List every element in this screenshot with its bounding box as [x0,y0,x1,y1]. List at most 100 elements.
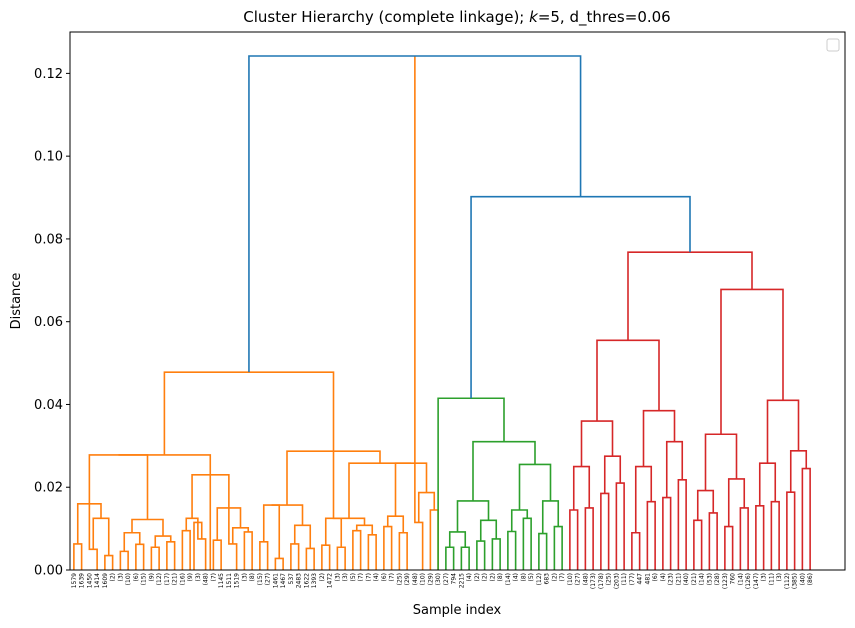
leaf-label: (48) [412,573,419,585]
leaf-label: (10) [125,573,132,585]
leaf-label: (178) [598,573,605,589]
leaf-label: (25) [606,573,613,585]
leaf-label: (12) [536,573,543,585]
leaf-label: (9) [187,573,194,582]
leaf-label: (14) [699,573,706,585]
y-axis-ticks: 0.00 0.02 0.04 0.06 0.08 0.10 0.12 [34,67,70,579]
y-tick-label: 0.00 [34,564,63,579]
leaf-label: (27) [575,573,582,585]
leaf-label: 1511 [226,573,233,588]
leaf-label: 1450 [86,573,93,588]
dendrogram-link [417,491,436,523]
leaf-label: (8) [520,573,527,582]
leaf-label: (2) [482,573,489,582]
leaf-label: 1519 [234,573,241,588]
leaf-label: (2) [474,573,481,582]
leaf-label: 1393 [311,573,318,588]
dendrogram-link [163,371,335,455]
leaf-label: (9) [148,573,155,582]
leaf-label: (48) [203,573,210,585]
dendrogram-link [73,543,83,570]
dendrogram-link [627,251,753,341]
leaf-label: 1472 [327,573,334,588]
dendrogram-link [123,531,141,552]
dendrogram-link [786,491,796,570]
leaf-label: (6) [652,573,659,582]
dendrogram-link [665,440,684,498]
dendrogram-link [76,502,102,544]
dendrogram-link [445,546,455,570]
leaf-label: (17) [164,573,171,585]
leaf-label: (53) [706,573,713,585]
dendrogram-link [456,500,490,532]
legend-box [826,38,840,52]
leaf-label: (385) [792,573,799,589]
dendrogram-link [383,525,393,570]
dendrogram-link [572,465,591,510]
leaf-label: 1609 [102,573,109,588]
dendrogram-link [510,509,529,532]
dendrogram-link [348,462,411,519]
dendrogram-link [181,529,191,570]
dendrogram-link [437,397,505,570]
chart-title-k: k [529,8,539,26]
leaf-label: (2) [551,573,558,582]
dendrogram-link [293,524,312,549]
leaf-label: 2215 [458,573,465,588]
dendrogram-link [274,557,284,570]
leaf-label: 1622 [303,573,310,588]
dendrogram-link [662,496,672,570]
dendrogram-link [708,512,718,570]
leaf-label: (11) [768,573,775,585]
dendrogram-link [131,518,164,537]
leaf-label: (21) [691,573,698,585]
dendrogram-link [631,531,641,570]
dendrogram-link [642,409,676,467]
dendrogram-link [324,517,343,548]
leaf-label: (28) [714,573,721,585]
dendrogram-link [197,522,207,570]
leaf-label: (7) [210,573,217,582]
dendrogram-link [394,462,428,517]
x-axis-label: Sample index [413,603,502,618]
dendrogram-link [646,500,656,570]
leaf-label: (10) [420,573,427,585]
dendrogram-link [766,399,800,464]
leaf-label: (25) [396,573,403,585]
leaf-label: 1639 [79,573,86,588]
plot-frame [69,31,846,571]
leaf-label: (7) [358,573,365,582]
leaf-label: 2483 [296,573,303,588]
y-tick-label: 0.06 [34,315,63,330]
leaf-label: (5) [528,573,535,582]
y-axis-label: Distance [9,273,24,330]
dendrogram-link [271,504,304,526]
leaf-label: (29) [427,573,434,585]
leaf-label: (29) [404,573,411,585]
leaf-label: (6) [133,573,140,582]
dendrogram-link [154,535,172,548]
dendrogram-link [634,465,653,533]
leaf-label: (86) [807,573,814,585]
dendrogram-link [88,454,149,520]
leaf-label: (7) [389,573,396,582]
dendrogram-link [448,531,467,548]
leaf-label: (2) [319,573,326,582]
dendrogram-link [696,489,715,521]
leaf-label: 683 [544,573,551,585]
dendrogram-link [248,55,582,373]
leaf-label: (3) [241,573,248,582]
dendrogram-link [758,462,777,506]
dendrogram-link [367,534,377,570]
dendrogram-link [541,500,560,534]
leaf-label: (14) [505,573,512,585]
leaf-label: (11) [621,573,628,585]
leaf-label: (203) [613,573,620,589]
y-tick-label: 0.02 [34,481,63,496]
leaf-label: 760 [730,573,737,585]
dendrogram-link [290,543,300,570]
dendrogram-link [600,492,610,570]
leaf-label: 1461 [272,573,279,588]
dendrogram-link [472,440,536,501]
dendrogram-link [228,507,238,570]
